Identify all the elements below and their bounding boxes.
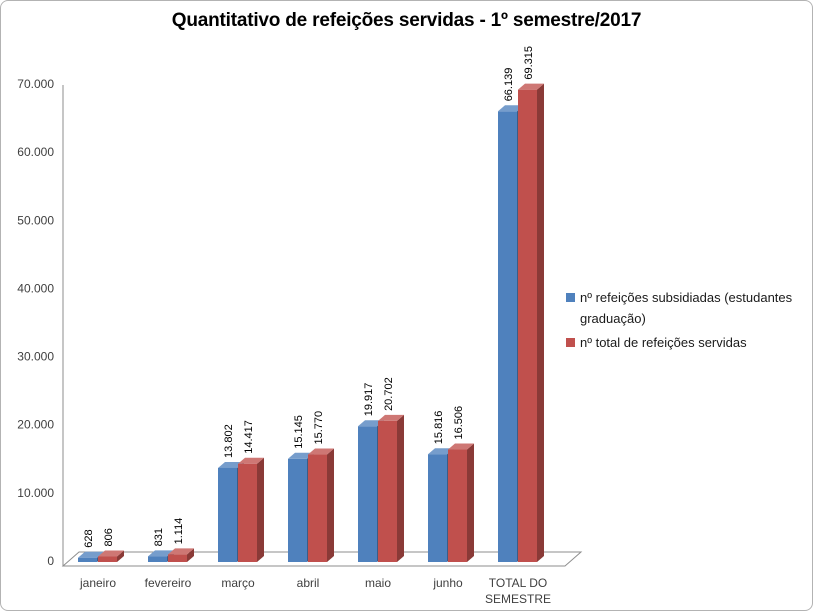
legend-item: nº refeições subsidiadas (estudantes gra…	[566, 287, 811, 329]
bar-value-label: 15.770	[313, 411, 325, 445]
bar	[428, 454, 447, 562]
category-label: abril	[297, 576, 320, 590]
bar-top	[518, 83, 544, 90]
chart-title: Quantitativo de refeições servidas - 1º …	[171, 10, 642, 31]
category-label: maio	[365, 576, 391, 590]
bar-top	[168, 548, 194, 555]
category-label: SEMESTRE	[485, 592, 551, 606]
legend: nº refeições subsidiadas (estudantes gra…	[566, 287, 811, 356]
legend-label: nº total de refeições servidas	[580, 335, 747, 350]
bar-value-label: 13.802	[223, 424, 235, 458]
bar	[168, 554, 187, 562]
bar-top	[308, 448, 334, 455]
bar-side	[257, 457, 264, 562]
category-label: fevereiro	[145, 576, 192, 590]
bar-top	[238, 457, 264, 464]
bar	[148, 556, 167, 562]
bar	[98, 556, 117, 562]
category-label: março	[221, 576, 255, 590]
legend-swatch	[566, 338, 575, 347]
bar-value-label: 831	[153, 528, 165, 546]
bar-side	[327, 448, 334, 562]
bar-side	[537, 83, 544, 562]
bar-value-label: 69.315	[523, 46, 535, 80]
bar	[498, 111, 517, 562]
bar-value-label: 1.114	[173, 518, 185, 545]
bar-value-label: 14.417	[243, 420, 255, 454]
bar-top	[98, 550, 124, 557]
category-label: janeiro	[79, 576, 116, 590]
bar-value-label: 15.816	[433, 411, 445, 445]
bar-value-label: 806	[103, 528, 115, 546]
bar-value-label: 19.917	[363, 383, 375, 417]
category-label: junho	[432, 576, 463, 590]
bar	[218, 467, 237, 562]
bar-top	[148, 550, 174, 557]
y-tick-label: 20.000	[17, 418, 54, 432]
legend-label: nº refeições subsidiadas (estudantes gra…	[580, 290, 793, 326]
bar-top	[358, 420, 384, 427]
bar-side	[117, 550, 124, 562]
bar	[378, 420, 397, 562]
y-tick-label: 70.000	[17, 77, 54, 91]
bar-value-label: 628	[83, 529, 95, 547]
bar-side	[397, 414, 404, 562]
bar-value-label: 15.145	[293, 415, 305, 449]
bar-top	[218, 461, 244, 468]
y-tick-label: 50.000	[17, 213, 54, 227]
legend-swatch	[566, 293, 575, 302]
bar	[358, 426, 377, 562]
y-tick-label: 30.000	[17, 350, 54, 364]
y-tick-label: 10.000	[17, 486, 54, 500]
y-tick-label: 0	[47, 554, 54, 568]
bar	[308, 454, 327, 562]
bar	[448, 449, 467, 562]
bar	[518, 89, 537, 562]
bar-side	[187, 548, 194, 562]
bar	[238, 463, 257, 562]
bar	[288, 458, 307, 562]
bar-top	[448, 443, 474, 450]
bar-top	[378, 414, 404, 421]
y-tick-label: 60.000	[17, 145, 54, 159]
bar-top	[498, 105, 524, 112]
bar-value-label: 16.506	[453, 406, 465, 440]
bar-top	[428, 448, 454, 455]
y-tick-label: 40.000	[17, 281, 54, 295]
category-label: TOTAL DO	[489, 576, 547, 590]
bar	[78, 557, 97, 562]
bar-top	[78, 551, 104, 558]
bar-value-label: 66.139	[503, 68, 515, 102]
legend-item: nº total de refeições servidas	[566, 332, 811, 353]
bar-top	[288, 452, 314, 459]
bar-value-label: 20.702	[383, 377, 395, 411]
bar-side	[467, 443, 474, 562]
